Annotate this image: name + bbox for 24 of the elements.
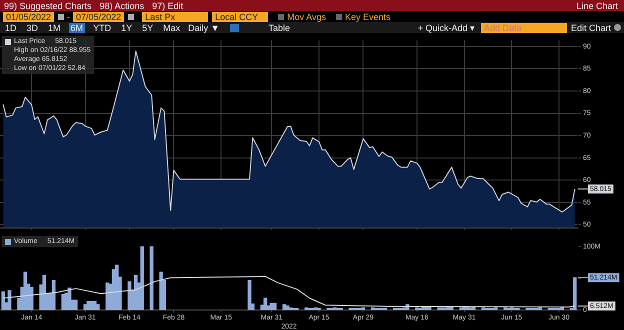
text: Add Data — [480, 22, 567, 32]
text: Local CCY — [212, 12, 268, 22]
text: 5Y — [141, 22, 154, 32]
text: 07/05/2022 — [73, 12, 124, 22]
text: Table — [268, 22, 290, 32]
text: 3D — [26, 22, 40, 32]
text: + Quick-Add ▾ — [418, 22, 475, 32]
text: 97) Edit — [152, 0, 184, 10]
text: 1M — [47, 22, 62, 32]
text: 1Y — [120, 22, 134, 32]
text: 6M — [68, 22, 86, 32]
text: Daily ▼ — [188, 22, 220, 32]
text: Mov Avgs — [287, 12, 326, 22]
text: Edit Chart — [570, 22, 611, 32]
text: Max — [162, 22, 182, 32]
text: Line Chart — [576, 0, 618, 10]
text: YTD — [92, 22, 112, 32]
text: 1D — [4, 22, 18, 32]
text: Last Px — [142, 12, 208, 22]
text: 98) Actions — [100, 0, 144, 10]
text: Key Events — [344, 12, 390, 22]
text: 01/05/2022 — [3, 12, 54, 22]
text: - — [67, 12, 70, 22]
text: 99) Suggested Charts — [4, 0, 92, 10]
